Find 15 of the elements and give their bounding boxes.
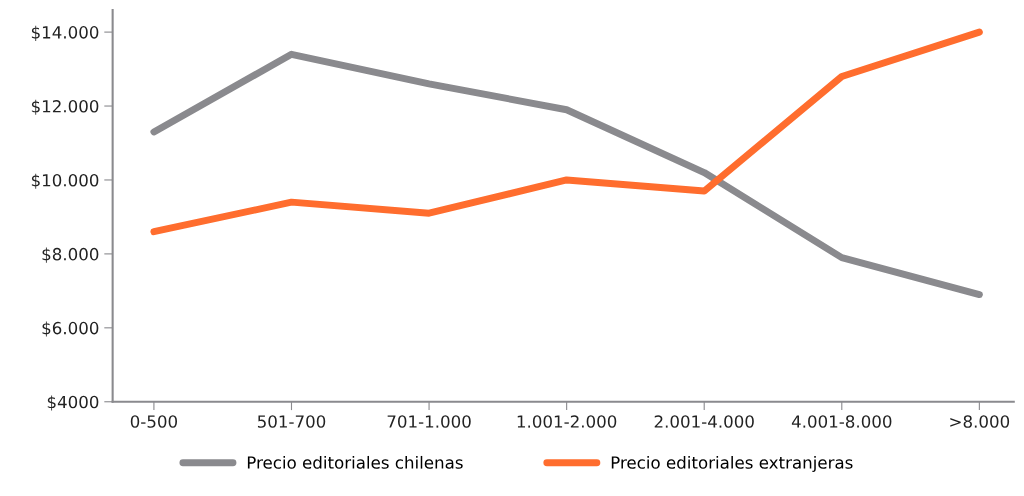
legend-label: Precio editoriales extranjeras	[611, 455, 853, 473]
y-tick-label: $10.000	[31, 173, 99, 189]
y-tick-label: $6.000	[42, 321, 99, 337]
legend-label: Precio editoriales chilenas	[247, 455, 463, 469]
x-tick-label: 0-500	[130, 415, 178, 428]
x-tick-label: 501-700	[257, 415, 326, 428]
y-tick-label: $12.000	[31, 99, 99, 115]
x-tick-label: 2.001-4.000	[654, 415, 754, 428]
x-tick-label: 1.001-2.000	[517, 415, 617, 428]
x-tick-label: 4.001-8.000	[791, 415, 892, 428]
y-tick-label: $8.000	[42, 247, 99, 263]
x-tick-label: 701-1.000	[387, 415, 471, 428]
y-tick-label: $14.000	[31, 25, 99, 41]
x-tick-label: >8.000	[950, 415, 1010, 428]
y-tick-label: $4000	[47, 395, 99, 411]
